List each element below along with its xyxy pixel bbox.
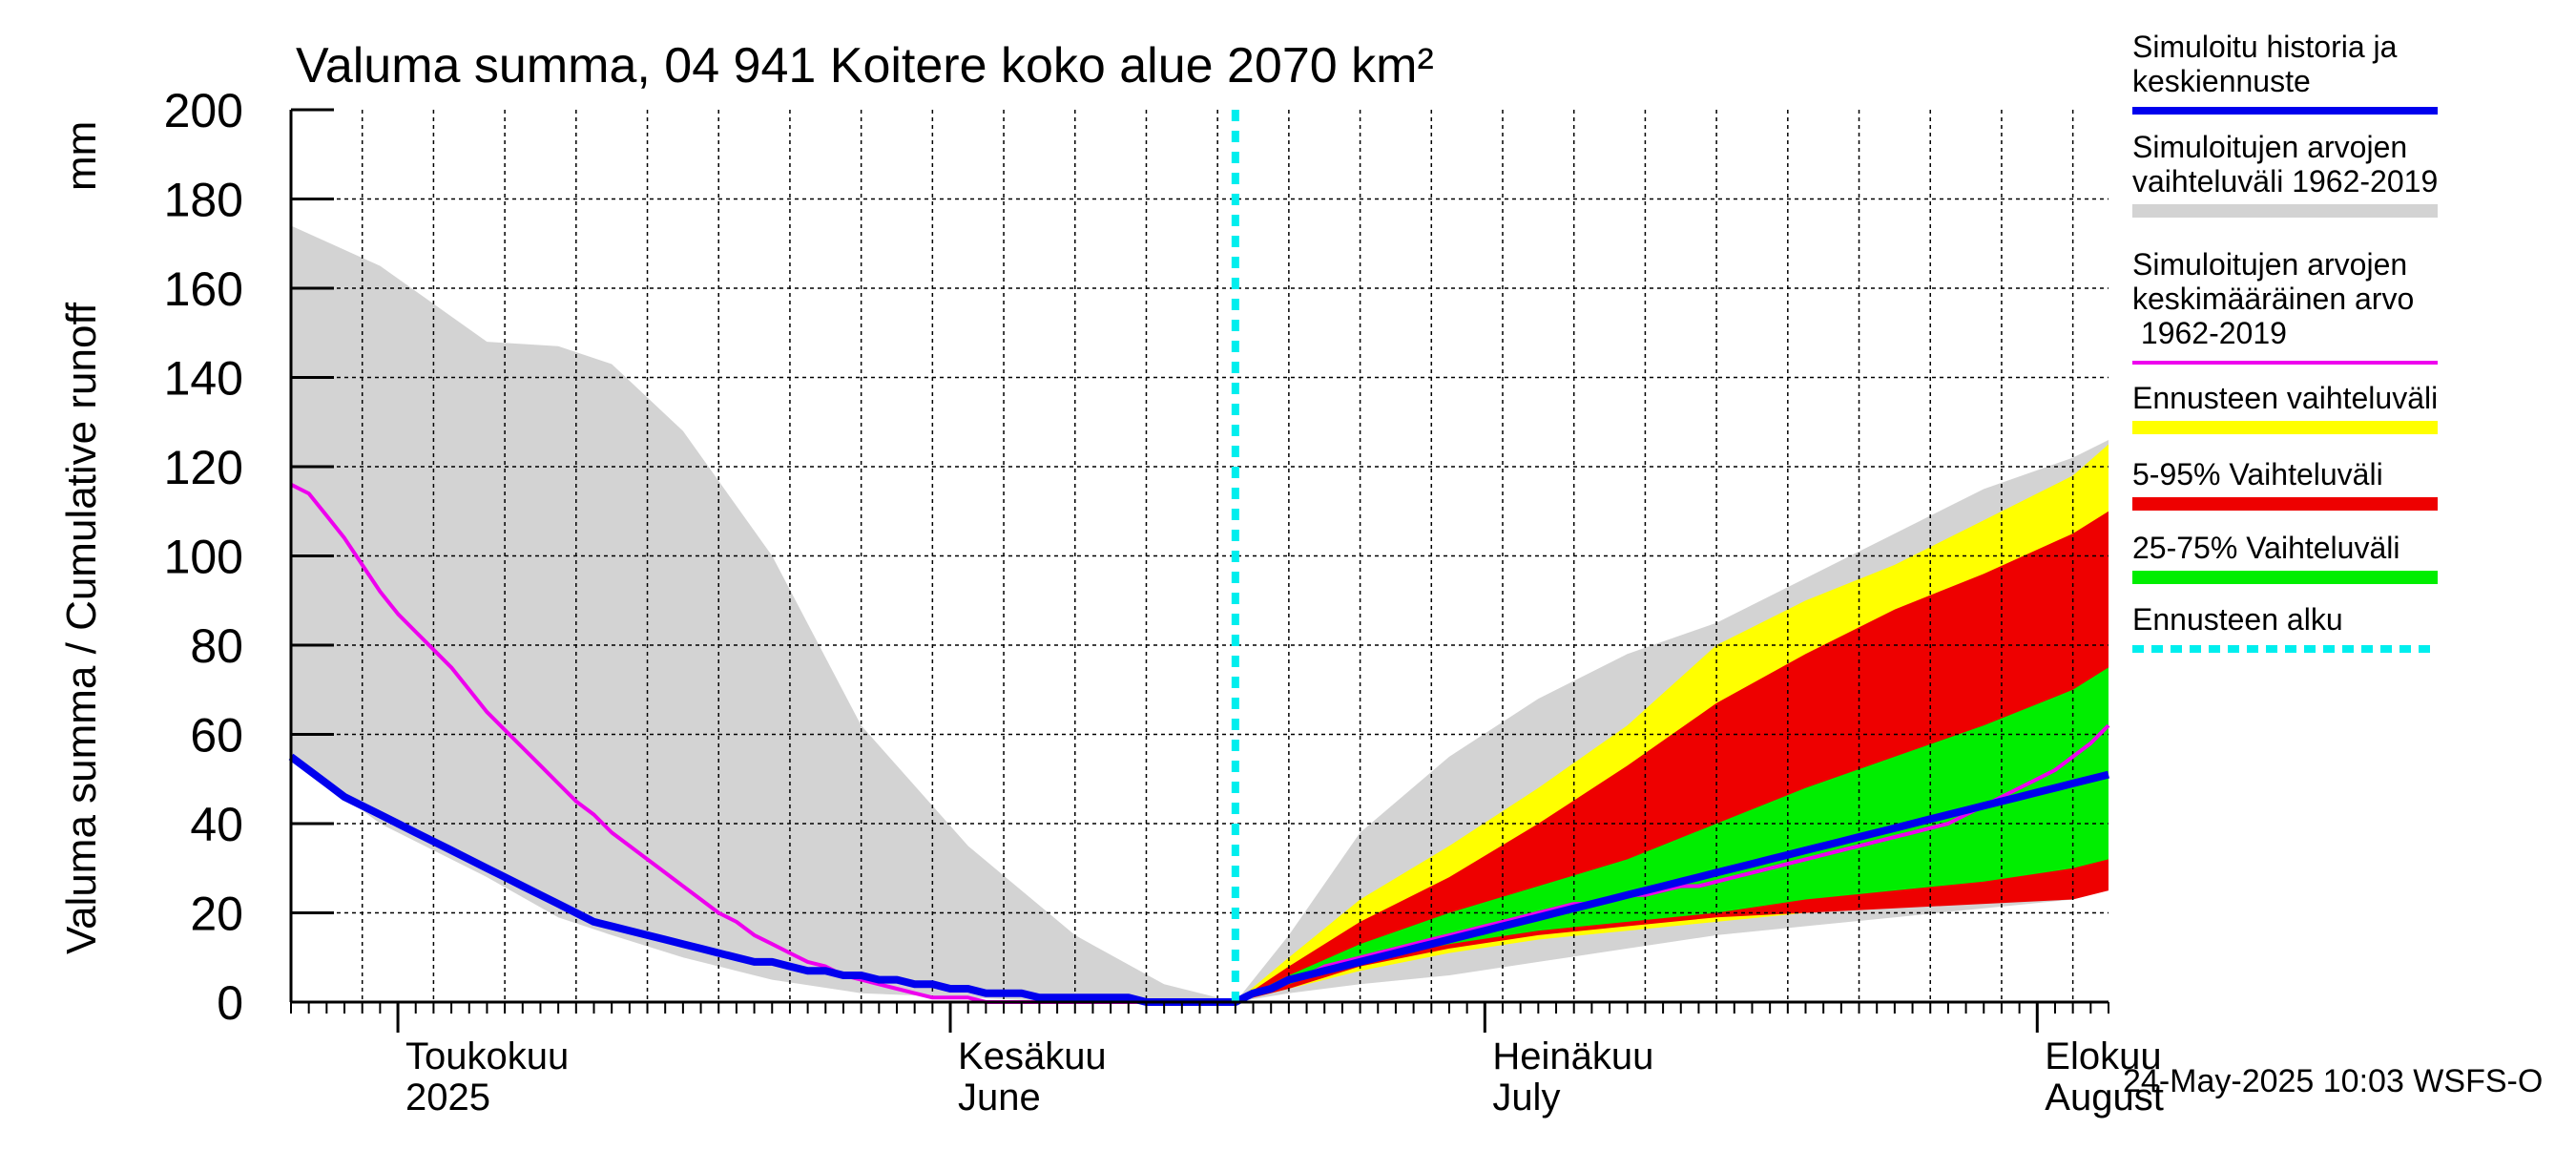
x-tick-label-sub: June — [958, 1077, 1041, 1119]
x-tick-label: Heinäkuu — [1492, 1035, 1653, 1077]
y-tick-label: 140 — [164, 352, 243, 406]
legend: Simuloitu historia ja keskiennusteSimuloi… — [2132, 30, 2438, 653]
x-tick-label: Toukokuu — [405, 1035, 569, 1077]
y-tick-label: 80 — [190, 619, 243, 673]
legend-label-line: 1962-2019 — [2132, 316, 2287, 350]
legend-label: 5-95% Vaihteluväli — [2132, 457, 2383, 491]
y-tick-label: 160 — [164, 262, 243, 316]
legend-label: Simuloitujen arvojen vaihteluväli 1962-20… — [2132, 130, 2438, 199]
x-tick-label-sub: July — [1492, 1077, 1560, 1119]
legend-label-line: 25-75% Vaihteluväli — [2132, 531, 2399, 565]
legend-label-line: keskiennuste — [2132, 64, 2311, 98]
legend-label-line: keskimääräinen arvo — [2132, 282, 2414, 316]
legend-label: Simuloitujen arvojen keskimääräinen arvo … — [2132, 247, 2414, 350]
x-tick-label-sub: 2025 — [405, 1077, 490, 1119]
legend-label: 25-75% Vaihteluväli — [2132, 531, 2399, 565]
y-tick-label: 20 — [190, 888, 243, 941]
y-tick-label: 180 — [164, 174, 243, 227]
y-tick-label: 60 — [190, 709, 243, 763]
chart-title: Valuma summa, 04 941 Koitere koko alue 2… — [296, 38, 1434, 94]
y-tick-label: 200 — [164, 84, 243, 137]
legend-label-line: Ennusteen alku — [2132, 602, 2343, 637]
x-tick-label: Elokuu — [2045, 1035, 2161, 1077]
legend-label-line: Simuloitujen arvojen — [2132, 130, 2407, 164]
footer-timestamp: 24-May-2025 10:03 WSFS-O — [2123, 1063, 2543, 1099]
y-tick-label: 100 — [164, 531, 243, 584]
legend-label-line: 5-95% Vaihteluväli — [2132, 457, 2383, 491]
x-tick-label-sub: August — [2045, 1077, 2164, 1119]
band-25-75 — [1235, 667, 2109, 1002]
x-tick-label: Kesäkuu — [958, 1035, 1107, 1077]
legend-label-line: vaihteluväli 1962-2019 — [2132, 164, 2438, 199]
y-axis-unit: mm — [58, 121, 105, 191]
y-tick-label: 120 — [164, 441, 243, 494]
legend-label-line: Ennusteen vaihteluväli — [2132, 381, 2438, 415]
legend-label: Ennusteen vaihteluväli — [2132, 381, 2438, 415]
legend-label-line: Simuloitu historia ja — [2132, 30, 2398, 64]
legend-label: Simuloitu historia ja keskiennuste — [2132, 30, 2398, 98]
legend-label: Ennusteen alku — [2132, 602, 2343, 637]
y-tick-label: 0 — [217, 976, 243, 1030]
y-axis-label: Valuma summa / Cumulative runoff — [58, 302, 105, 954]
y-tick-label: 40 — [190, 798, 243, 851]
legend-label-line: Simuloitujen arvojen — [2132, 247, 2407, 282]
